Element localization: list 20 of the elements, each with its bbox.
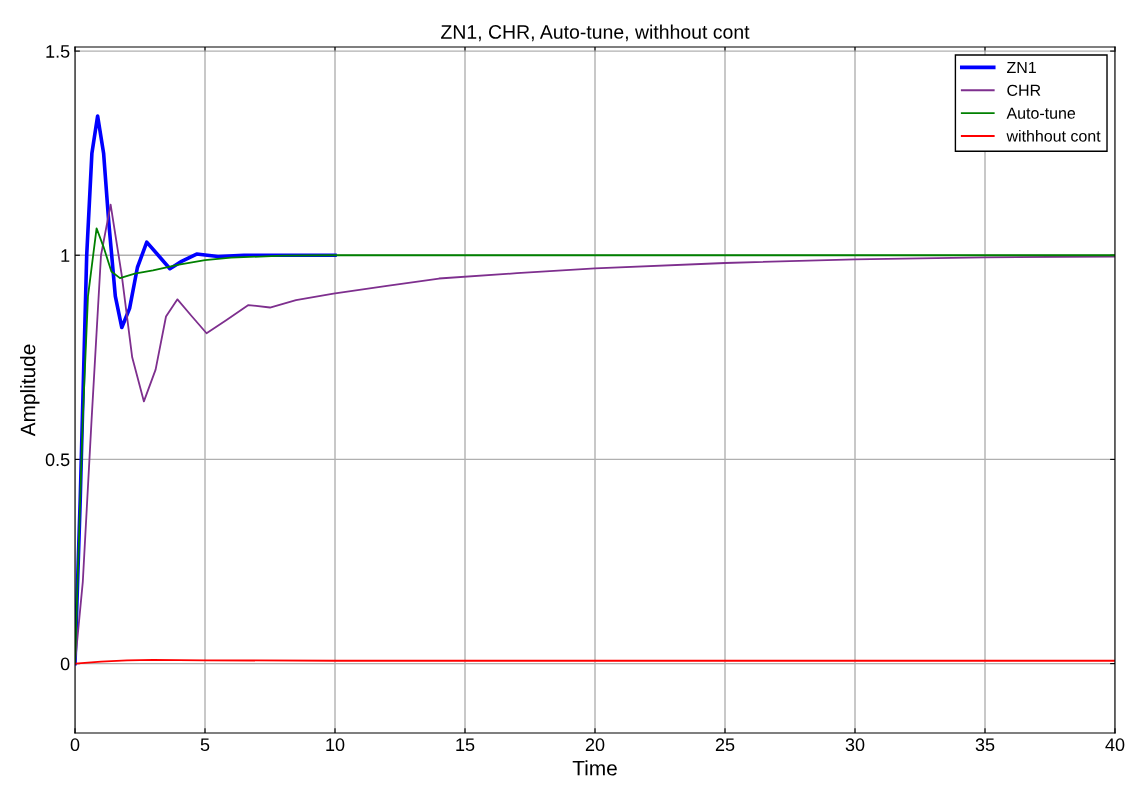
x-tick-label: 0 xyxy=(70,738,80,752)
y-tick-label: 1.5 xyxy=(46,45,70,58)
legend-label: ZN1 xyxy=(1007,61,1036,73)
x-tick-label: 35 xyxy=(975,738,995,752)
y-tick-label: 0 xyxy=(60,657,70,671)
x-tick-label: 20 xyxy=(585,738,605,752)
y-axis-title: Amplitude xyxy=(20,344,40,437)
x-tick-label: 30 xyxy=(845,738,865,752)
x-tick-label: 5 xyxy=(200,738,210,752)
x-tick-label: 15 xyxy=(456,738,475,752)
legend-label: CHR xyxy=(1007,84,1041,96)
chart-title: ZN1, CHR, Auto-tune, withhout cont xyxy=(441,24,750,42)
x-tick-label: 25 xyxy=(715,738,735,752)
x-tick-label: 40 xyxy=(1105,738,1125,752)
legend-label: withhout cont xyxy=(1006,130,1101,142)
x-tick-label: 10 xyxy=(326,738,345,752)
x-axis-title: Time xyxy=(572,760,617,776)
y-tick-label: 1 xyxy=(61,249,70,262)
y-tick-label: 0.5 xyxy=(45,453,70,467)
legend-label: Auto-tune xyxy=(1006,107,1076,119)
